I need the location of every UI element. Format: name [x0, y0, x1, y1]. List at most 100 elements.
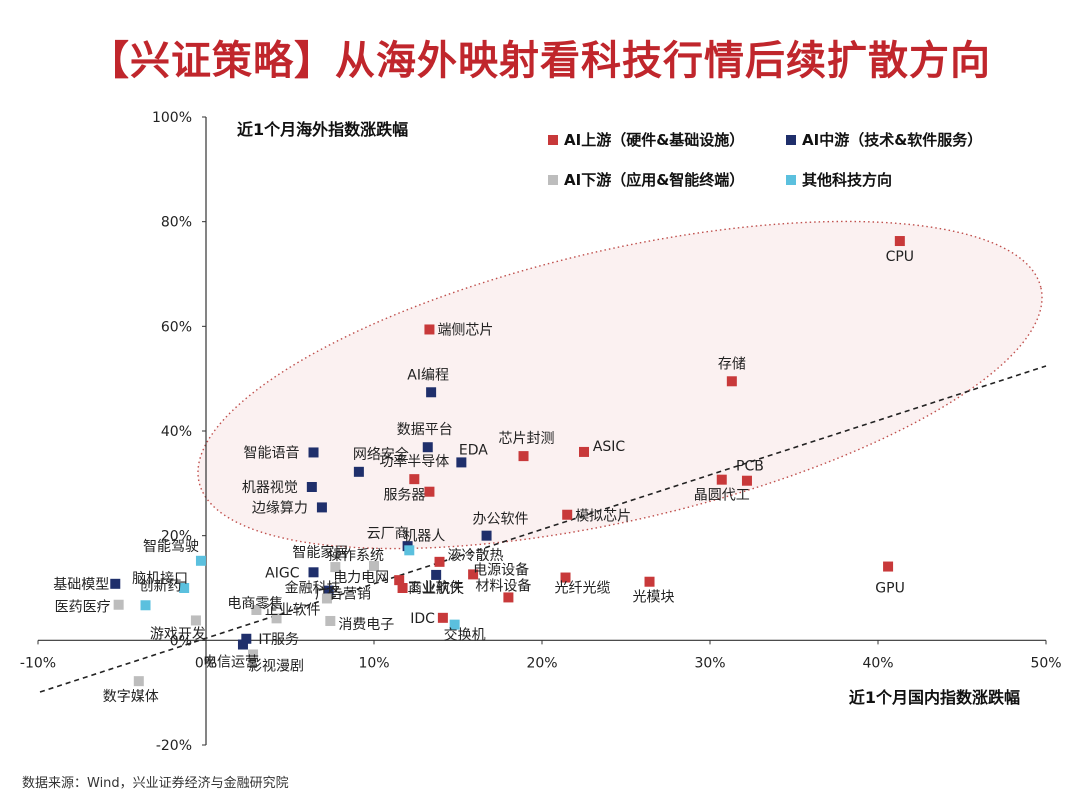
point-CPU [894, 236, 905, 247]
x-tick-label: 40% [862, 655, 893, 671]
point-AIGC [308, 567, 319, 578]
y-tick-label: 20% [161, 529, 192, 545]
point-label: 服务器 [383, 488, 425, 504]
point-数字媒体 [133, 676, 144, 687]
legend-marker-mid [786, 135, 796, 145]
point-工业软件 [397, 583, 408, 593]
point-功率半导体 [409, 474, 420, 485]
point-label: 液冷散热 [448, 548, 504, 564]
point-IDC [437, 612, 448, 623]
point-label: 端侧芯片 [437, 322, 493, 338]
point-label: 消费电子 [338, 617, 394, 633]
point-label: 交换机 [444, 627, 486, 644]
point-label: 电信运营 [203, 655, 259, 671]
point-label: 创新药 [140, 578, 182, 594]
point-label: 基础模型 [53, 576, 109, 593]
point-label: 机器视觉 [242, 480, 298, 496]
x-tick-label: 0% [195, 655, 217, 671]
y-tick-label: 80% [161, 215, 192, 231]
point-企业软件 [271, 613, 282, 624]
point-数据平台 [422, 442, 433, 453]
point-label: 金融科技 [285, 581, 341, 597]
point-AI编程 [426, 387, 437, 398]
point-消费电子 [325, 615, 336, 626]
point-label: 数字媒体 [103, 689, 159, 705]
y-tick-label: -20% [156, 738, 192, 754]
point-label: 机器人 [403, 528, 445, 544]
point-PCB [741, 475, 752, 486]
point-材料设备 [503, 592, 514, 603]
legend-label-other: 其他科技方向 [802, 171, 892, 189]
legend: AI上游（硬件&基础设施） AI中游（技术&软件服务） AI下游（应用&智能终端） 其… [548, 131, 982, 189]
point-芯片封测 [518, 451, 529, 462]
point-label: 智能驾驶 [143, 539, 199, 555]
point-机器视觉 [306, 481, 317, 492]
point-液冷散热 [434, 556, 445, 567]
point-label: PCB [736, 459, 764, 475]
point-IT服务 [241, 633, 252, 644]
x-axis-title: 近1个月国内指数涨跌幅 [849, 688, 1020, 707]
legend-label-up: AI上游（硬件&基础设施） [564, 131, 744, 149]
point-label: IT服务 [258, 632, 299, 648]
y-tick-label: 0% [170, 633, 192, 649]
point-label: 商业航天 [408, 581, 464, 597]
x-tick-label: 10% [358, 655, 389, 671]
point-label: 芯片封测 [499, 431, 555, 447]
point-智能家居 [330, 562, 341, 573]
point-label: IDC [410, 611, 435, 627]
point-电商零售 [251, 604, 262, 615]
axes-layer: -10% 0% 10% 20% 30% 40% 50% -20% 0% 20% 40% 60% 80% 1… [20, 110, 1062, 754]
point-label: 操作系统 [328, 548, 384, 564]
point-label: AI编程 [407, 367, 449, 383]
point-机器人 [404, 545, 415, 556]
point-label: 材料设备 [475, 577, 531, 594]
point-label: 企业软件 [265, 601, 321, 618]
point-医药医疗 [113, 599, 124, 610]
data-source-note: 数据来源：Wind，兴业证券经济与金融研究院 [22, 776, 289, 791]
point-label: AIGC [265, 565, 300, 581]
point-label: 网络安全 [353, 446, 409, 463]
legend-label-down: AI下游（应用&智能终端） [564, 171, 744, 189]
x-tick-label: -10% [20, 655, 56, 671]
annotations-layer [39, 220, 1047, 693]
point-脑机接口 [179, 583, 190, 593]
x-tick-label: 20% [526, 655, 557, 671]
point-金融科技 [323, 585, 334, 596]
point-影视漫剧 [248, 649, 259, 660]
x-tick-label: 50% [1030, 655, 1061, 671]
point-晶圆代工 [716, 474, 727, 485]
point-电源设备 [468, 569, 479, 580]
point-GPU [883, 561, 894, 572]
point-创新药 [140, 600, 151, 611]
point-商业航天 [431, 569, 442, 580]
points-layer [110, 236, 905, 687]
point-智能驾驶 [195, 555, 206, 566]
page-title: 【兴证策略】从海外映射看科技行情后续扩散方向 [89, 38, 991, 84]
point-光模块 [644, 576, 655, 587]
point-label: 存储 [718, 356, 746, 372]
point-label: 智能语音 [244, 444, 300, 461]
point-label: 电源设备 [473, 561, 529, 578]
point-ASIC [579, 446, 589, 457]
point-光纤光缆 [560, 572, 571, 583]
point-label: 广告营销 [315, 586, 371, 602]
point-电力电网 [394, 575, 405, 586]
point-label: 电力电网 [333, 570, 389, 586]
y-tick-label: 40% [161, 424, 192, 440]
point-label: EDA [459, 442, 488, 458]
point-label: ASIC [593, 439, 626, 455]
point-label: 云厂商 [367, 526, 409, 542]
point-EDA [456, 457, 467, 468]
point-智能语音 [308, 447, 319, 458]
point-label: 工业软件 [408, 580, 464, 596]
highlight-ellipse [197, 220, 1043, 550]
point-基础模型 [110, 578, 121, 589]
point-label: 智能家居 [292, 544, 348, 561]
y-axis-title: 近1个月海外指数涨跌幅 [237, 120, 408, 139]
point-网络安全 [353, 466, 364, 477]
point-边缘算力 [316, 502, 327, 513]
point-label: 模拟芯片 [575, 509, 631, 525]
point-label: 边缘算力 [252, 500, 308, 516]
